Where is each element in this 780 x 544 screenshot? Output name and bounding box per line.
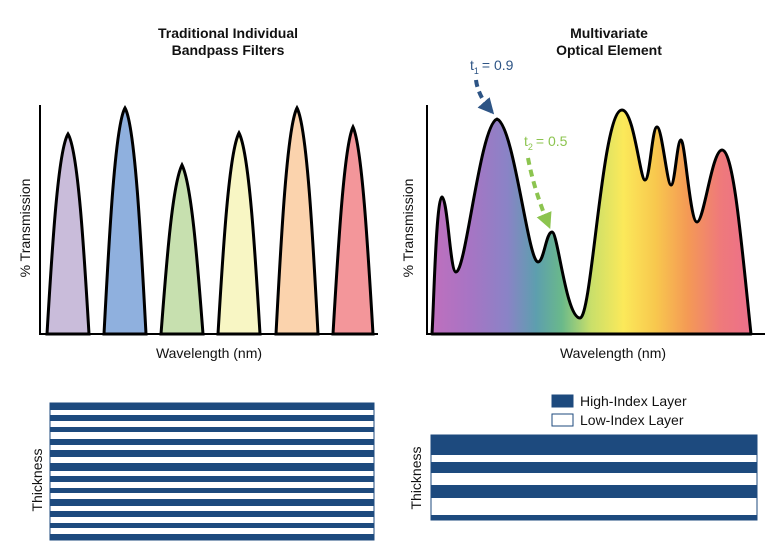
right-title-line1: Multivariate <box>570 25 648 41</box>
left-stack-low-index-layer <box>50 528 374 534</box>
left-stack-high-index-layer <box>50 499 374 506</box>
right-stack-low-index-layer <box>431 473 757 485</box>
left-stack-low-index-layer <box>50 432 374 439</box>
arrow-t1 <box>474 79 495 115</box>
annotation-t2-symbol: t <box>524 133 528 149</box>
annotation-t2: t2 = 0.5 <box>524 133 568 152</box>
annotation-t1: t1 = 0.9 <box>470 57 514 76</box>
right-axes <box>426 105 765 335</box>
left-stack-high-index-layer <box>50 415 374 421</box>
left-stack-high-index-layer <box>50 450 374 457</box>
legend-high-index-label: High-Index Layer <box>580 393 687 409</box>
left-stack-high-index-layer <box>50 488 374 493</box>
left-stack-high-index-layer <box>50 523 374 528</box>
left-stack-low-index-layer <box>50 517 374 523</box>
annotation-t1-symbol: t <box>470 57 474 73</box>
legend-high-index-swatch <box>551 394 574 408</box>
right-stack-layers <box>430 434 758 521</box>
left-stack-high-index-layer <box>50 403 374 410</box>
right-chart: Multivariate Optical Element t1 = 0.9 t2 =… <box>400 25 765 361</box>
spectrum-curve <box>430 108 753 336</box>
legend-low-index-label: Low-Index Layer <box>580 412 684 428</box>
left-layer-stack: Thickness <box>29 402 375 541</box>
right-ylabel: % Transmission <box>400 179 416 278</box>
left-stack-low-index-layer <box>50 410 374 415</box>
annotation-t2-value: = 0.5 <box>536 133 568 149</box>
right-stack-low-index-layer <box>431 498 757 515</box>
left-stack-high-index-layer <box>50 463 374 471</box>
left-stack-outline <box>49 402 375 541</box>
right-stack-high-index-layer <box>431 515 757 520</box>
left-peaks <box>45 104 375 336</box>
left-stack-low-index-layer <box>50 421 374 427</box>
left-ylabel: % Transmission <box>17 179 33 278</box>
left-stack-low-index-layer <box>50 506 374 511</box>
left-stack-high-index-layer <box>50 534 374 540</box>
left-stack-low-index-layer <box>50 471 374 476</box>
left-stack-high-index-layer <box>50 476 374 482</box>
peak-orange <box>274 104 320 336</box>
right-stack-high-index-layer <box>431 462 757 473</box>
arrow-t2 <box>526 157 552 229</box>
peak-green <box>159 161 205 336</box>
right-stack-low-index-layer <box>431 455 757 462</box>
left-chart: Traditional Individual Bandpass Filters … <box>17 25 378 361</box>
left-stack-low-index-layer <box>50 457 374 463</box>
peak-blue <box>102 105 148 336</box>
left-title-line1: Traditional Individual <box>158 25 298 41</box>
right-xlabel: Wavelength (nm) <box>560 345 666 361</box>
right-stack-high-index-layer <box>431 435 757 455</box>
left-xlabel: Wavelength (nm) <box>156 345 262 361</box>
left-title-line2: Bandpass Filters <box>172 42 285 58</box>
left-stack-low-index-layer <box>50 493 374 499</box>
annotation-t1-value: = 0.9 <box>482 57 514 73</box>
right-title-line2: Optical Element <box>556 42 662 58</box>
peak-red <box>331 123 375 336</box>
right-stack-high-index-layer <box>431 485 757 498</box>
right-stack-outline <box>430 434 758 521</box>
left-stack-high-index-layer <box>50 439 374 445</box>
left-stack-layers <box>49 402 375 541</box>
annotation-t1-subscript: 1 <box>474 66 479 76</box>
left-stack-ylabel: Thickness <box>29 448 45 511</box>
peak-violet <box>45 131 91 336</box>
right-stack-ylabel: Thickness <box>408 446 424 509</box>
legend-low-index-swatch <box>551 413 574 427</box>
left-stack-low-index-layer <box>50 482 374 488</box>
left-stack-low-index-layer <box>50 445 374 450</box>
right-layer-stack: Thickness <box>408 434 758 521</box>
left-stack-high-index-layer <box>50 427 374 432</box>
peak-yellow <box>216 129 262 336</box>
layer-legend: High-Index Layer Low-Index Layer <box>551 393 687 428</box>
left-stack-high-index-layer <box>50 511 374 517</box>
left-axes <box>39 105 378 335</box>
annotation-t2-subscript: 2 <box>528 142 533 152</box>
